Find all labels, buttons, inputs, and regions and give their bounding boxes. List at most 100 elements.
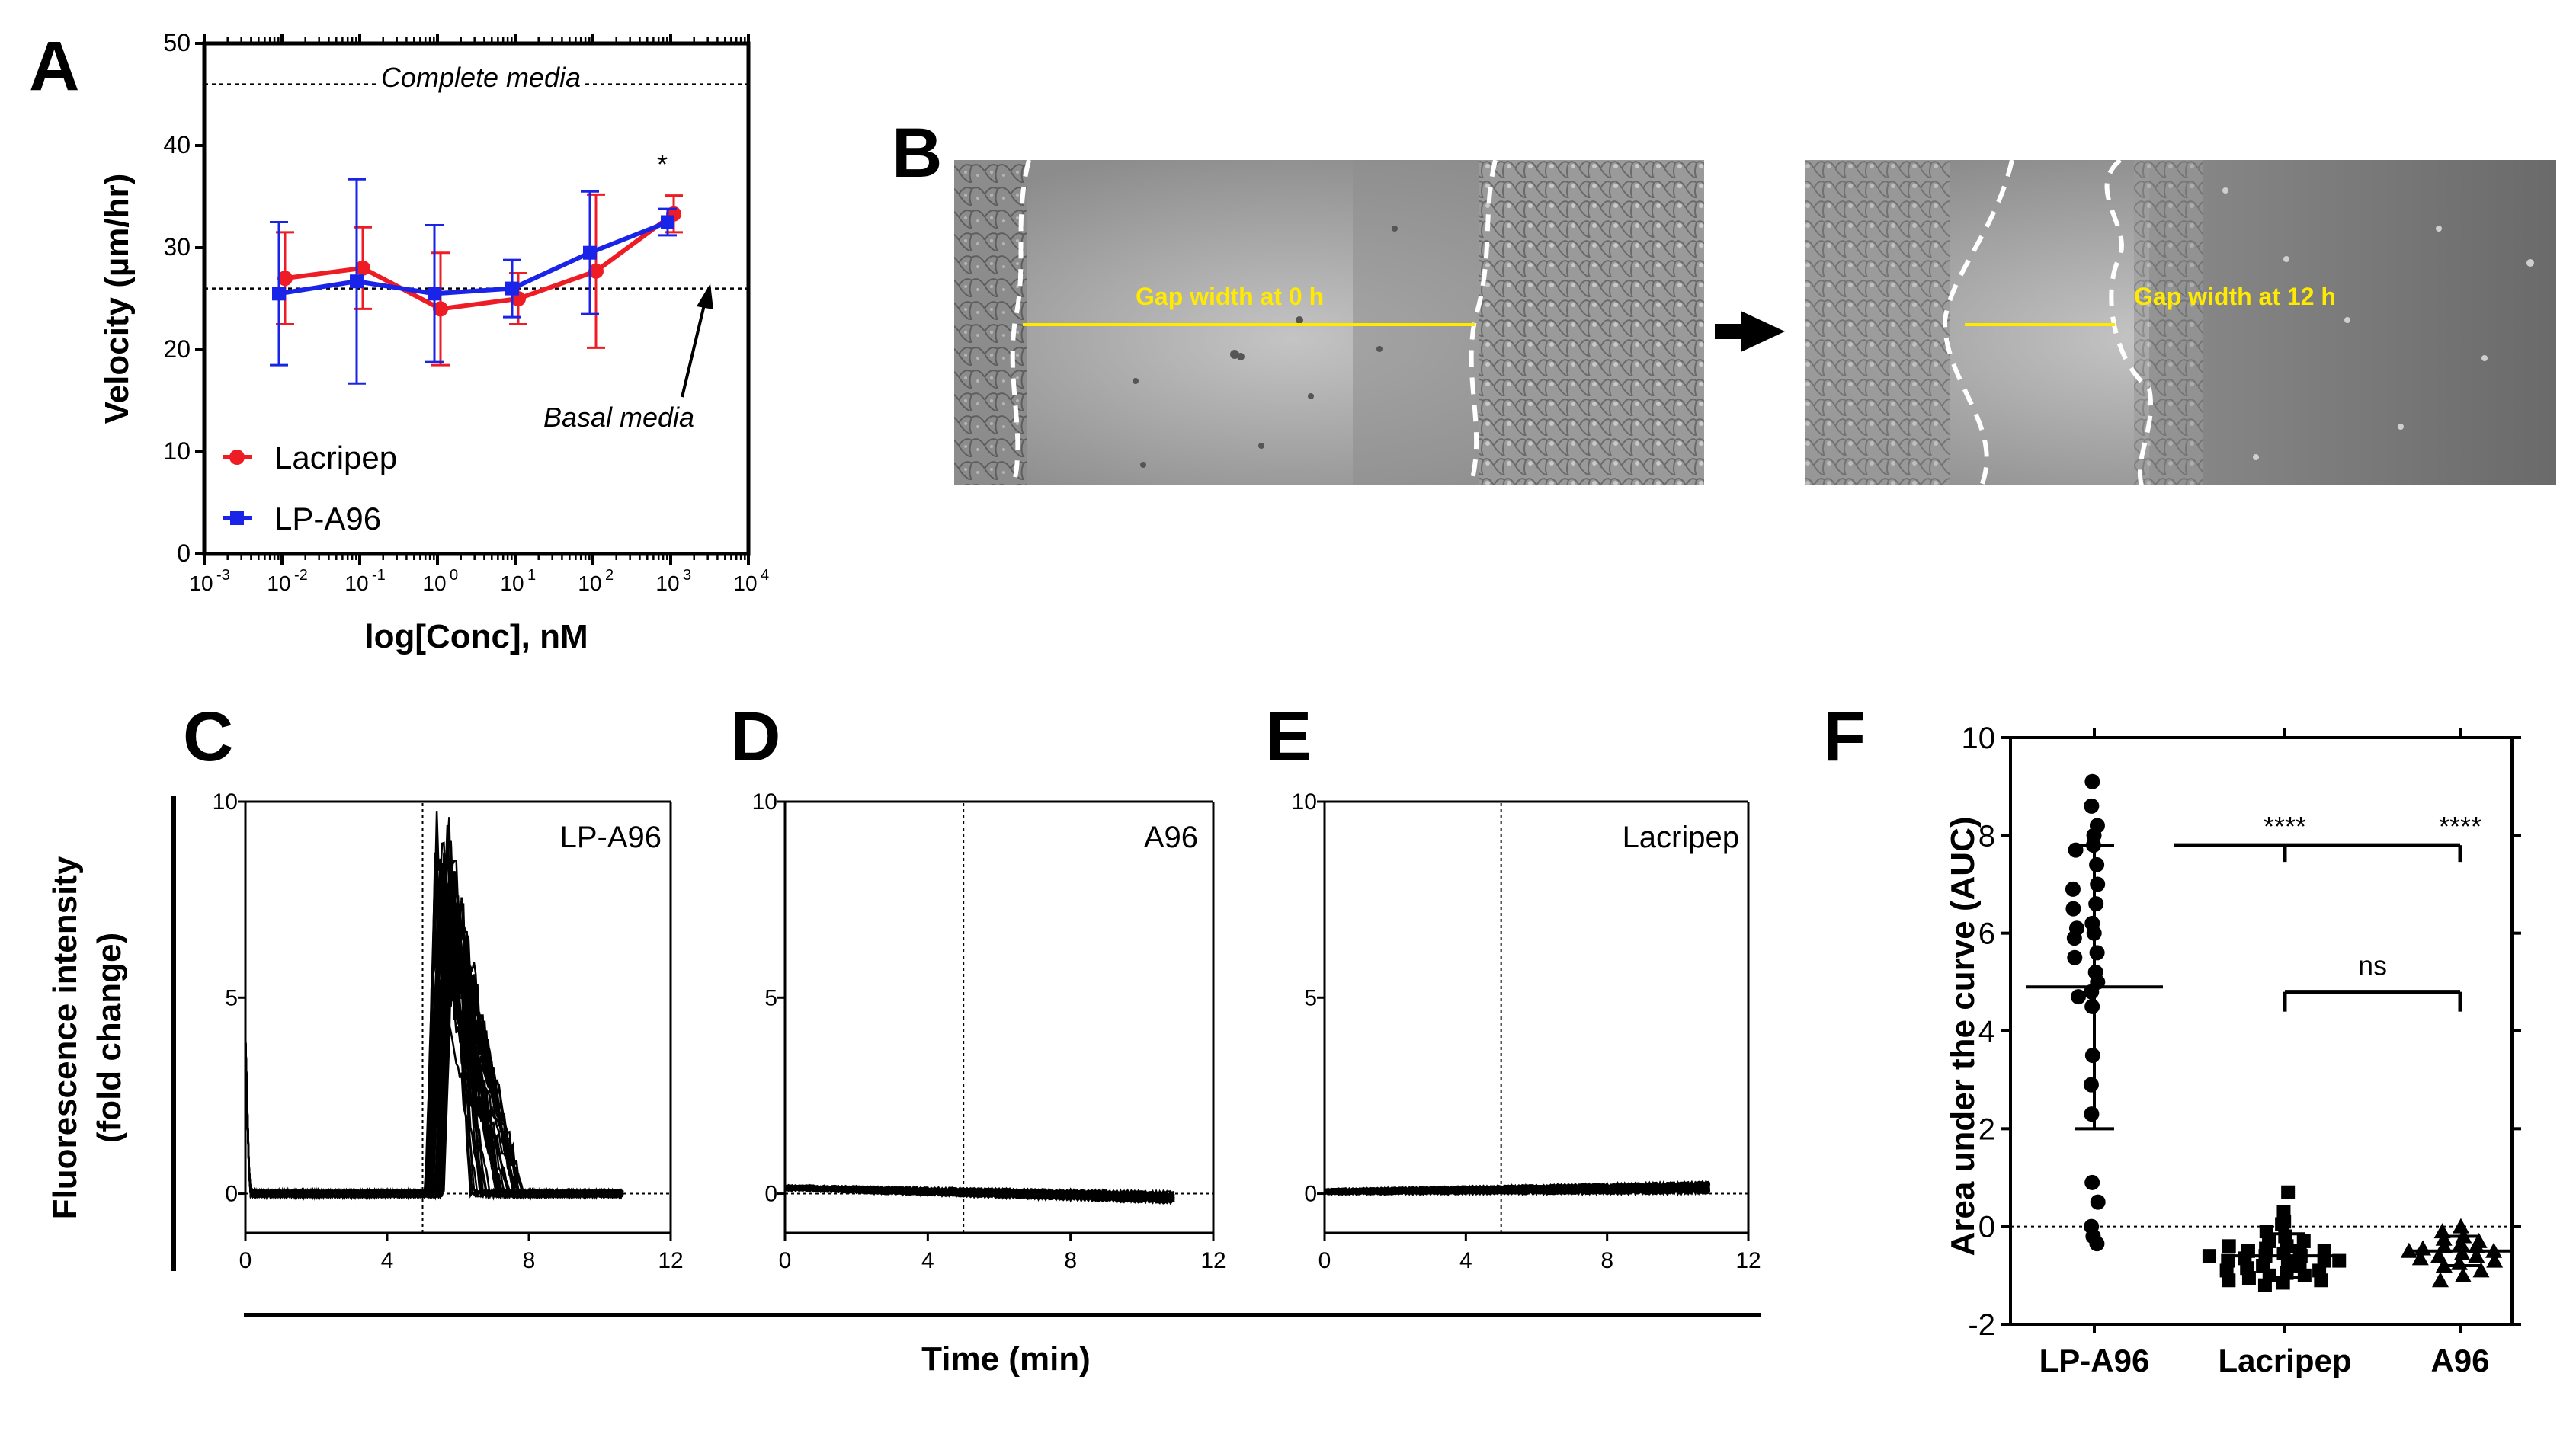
data-point [2432,1272,2449,1288]
x-tick-label: 12 [658,1248,683,1273]
panel-a-ylabel: Velocity (µm/hr) [98,174,136,424]
trace [244,914,623,1200]
panel-label-d: D [730,698,780,776]
category-label: A96 [2430,1343,2489,1378]
y-tick-label: 0 [1978,1211,1995,1244]
data-point [350,274,364,289]
y-tick-label: 5 [1304,985,1317,1010]
legend-label-lacripep: Lacripep [274,440,397,475]
data-point [2084,798,2100,814]
data-point [2084,1174,2100,1190]
data-point [2222,1239,2236,1253]
x-tick-label: 0 [239,1248,252,1273]
panel-label-e: E [1265,698,1312,776]
x-tick-exponent: 0 [450,567,458,584]
panel-a-frame [202,41,751,556]
data-point [2486,1252,2504,1268]
data-point [2089,1236,2105,1252]
data-point [2088,896,2104,912]
data-point [2433,1223,2451,1239]
data-point [2435,1230,2453,1246]
complete-media-label: Complete media [381,62,581,93]
category-label: Lacripep [2218,1343,2351,1378]
x-tick-exponent: -2 [294,567,308,584]
y-tick-label: 40 [163,131,191,158]
panel-label-f: F [1823,698,1866,776]
x-tick-label: 10 [422,571,446,595]
trace [1323,1180,1710,1197]
x-tick-exponent: -1 [372,567,386,584]
image-12h-caption: Gap width at 12 h [2134,283,2336,310]
data-point [2314,1273,2328,1288]
x-tick-label: 4 [921,1248,934,1273]
panel-f-ylabel: Area under the curve (AUC) [1944,816,1982,1256]
data-point [583,245,597,260]
panel-e-label: Lacripep [1623,821,1739,854]
series-lacripep [276,193,683,367]
y-tick-label: 6 [1978,917,1995,951]
data-point [2084,1106,2100,1122]
right-arrow-icon [1715,311,1785,352]
data-point [2222,1273,2236,1288]
data-point [2090,1194,2106,1210]
x-tick-label: 8 [1064,1248,1077,1273]
x-tick-label: 8 [1600,1248,1613,1273]
data-point [2090,876,2106,892]
series-lp-a96 [270,178,677,385]
data-point [2430,1247,2448,1263]
legend-marker-lacripep [229,450,245,465]
data-point [2275,1217,2289,1231]
y-tick-label: 10 [752,789,777,815]
data-point [355,260,370,276]
image-12h-right-monolayer [2134,160,2203,485]
panel-label-c: C [183,698,233,776]
panel-a-xlabel: log[Conc], nM [364,618,588,655]
data-point [2202,1249,2216,1263]
basal-media-label: Basal media [543,402,694,433]
y-tick-label: 0 [177,539,191,567]
x-tick-label: 10 [655,571,679,595]
data-point [2411,1250,2429,1266]
x-tick-exponent: 1 [527,567,536,584]
image-12h-right-background [2149,160,2556,485]
stats-lacripep [2232,1232,2338,1280]
y-tick-label: 10 [1292,789,1317,815]
data-point [2281,1185,2296,1199]
data-point [2257,1278,2272,1292]
data-point [2084,1048,2100,1064]
image-12h-cells [2222,187,2534,460]
data-point [2297,1268,2312,1282]
x-tick-label: 12 [1735,1248,1761,1273]
shared-xlabel: Time (min) [921,1340,1091,1378]
panel-d-label: A96 [1144,821,1198,854]
stats-a96 [2407,1234,2514,1267]
data-point [2414,1240,2432,1256]
panel-a-chart: 10 -3 10 -2 10 -1 10 0 10 1 10 2 10 3 10 4 01020304050 … [98,29,769,655]
x-tick-label: 8 [523,1248,536,1273]
x-tick-label: 12 [1200,1248,1226,1273]
sig-label-lp-a96-vs-a96: **** [2439,811,2481,842]
data-point [428,287,441,301]
data-point [2084,998,2100,1014]
x-tick-label: 10 [578,571,601,595]
series-line [278,219,669,296]
data-point [2452,1218,2469,1234]
data-point [2070,989,2086,1005]
data-point [588,263,604,279]
y-tick-label: 0 [225,1182,238,1207]
y-tick-label: 10 [213,789,238,815]
legend-marker-lp-a96 [230,511,244,525]
y-tick-label: 5 [764,985,777,1010]
x-tick-exponent: 3 [683,567,691,584]
x-tick-label: 10 [344,571,368,595]
points-a96 [2400,1218,2504,1288]
data-point [2065,901,2081,917]
data-point [505,281,519,296]
x-tick-label: 10 [267,571,290,595]
category-label: LP-A96 [2039,1343,2150,1378]
x-tick-label: 4 [1459,1248,1472,1273]
data-point [2453,1244,2471,1260]
x-tick-exponent: 4 [761,567,769,584]
x-tick-label: 10 [189,571,213,595]
